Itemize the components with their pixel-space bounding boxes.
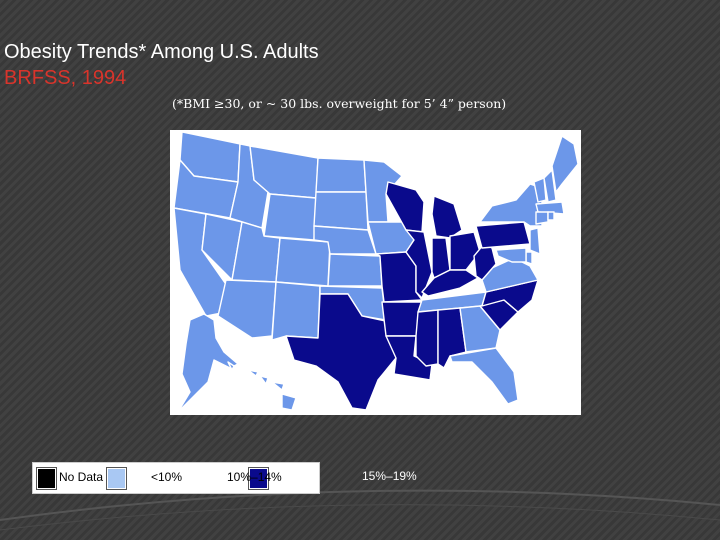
legend-swatch-no-data	[36, 467, 57, 490]
state-tx	[285, 293, 397, 411]
state-ri	[547, 211, 555, 221]
map-legend: No Data <10% 10%–14%	[32, 462, 320, 494]
state-ct	[535, 211, 549, 225]
state-de	[525, 251, 533, 265]
state-nj	[529, 227, 541, 255]
legend-label-lt10: <10%	[151, 470, 183, 484]
state-sd	[313, 191, 369, 231]
state-fl	[449, 347, 519, 405]
state-ny	[479, 183, 543, 227]
state-mi	[431, 195, 463, 239]
state-oh	[449, 231, 481, 271]
state-me	[551, 135, 579, 193]
page-subtitle: BRFSS, 1994	[4, 67, 127, 89]
state-nh	[543, 169, 557, 203]
page-title: Obesity Trends* Among U.S. Adults	[4, 41, 319, 63]
state-ma	[535, 201, 565, 215]
legend-label-10-14: 10%–14%	[227, 470, 282, 484]
state-ky	[421, 269, 479, 297]
state-ks	[327, 253, 383, 287]
state-nd	[315, 157, 367, 193]
state-az	[217, 279, 277, 339]
legend-swatch-10-14	[248, 467, 269, 490]
legend-swatch-lt10	[106, 467, 127, 490]
state-ms	[415, 309, 439, 367]
state-wy	[263, 193, 317, 241]
state-il	[405, 229, 433, 299]
state-mn	[363, 159, 403, 223]
state-md	[495, 247, 527, 263]
state-vt	[533, 177, 547, 203]
bmi-footnote: (*BMI ≥30, or ~ 30 lbs. overweight for 5…	[172, 96, 507, 111]
state-hi	[227, 361, 297, 411]
state-nm	[271, 281, 321, 341]
us-map	[173, 131, 579, 413]
state-co	[275, 237, 331, 287]
state-ak	[177, 313, 239, 413]
legend-label-15-19: 15%–19%	[362, 469, 417, 483]
us-map-panel	[170, 130, 581, 415]
legend-label-no-data: No Data	[59, 470, 104, 484]
state-pa	[475, 221, 531, 249]
state-ga	[459, 305, 501, 353]
